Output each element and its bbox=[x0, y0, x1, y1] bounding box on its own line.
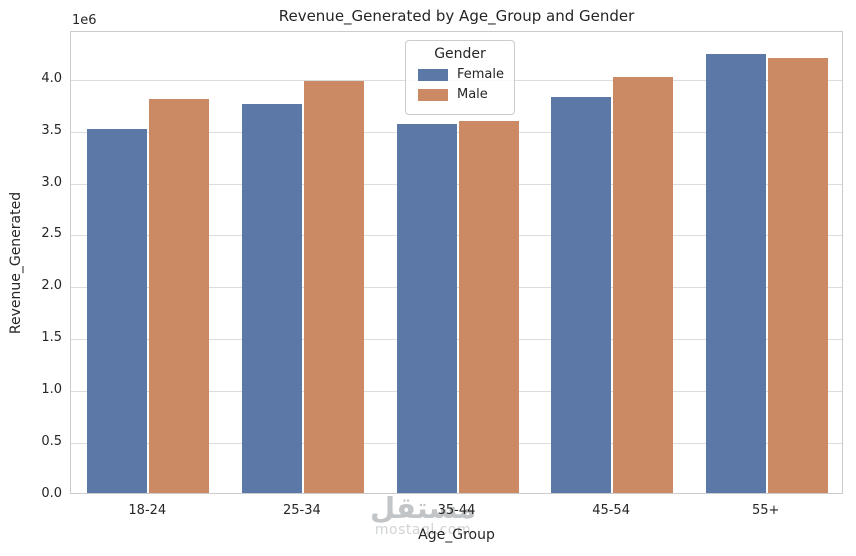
bar-female-45-54 bbox=[551, 97, 612, 493]
x-tick-label-35-44: 35-44 bbox=[437, 503, 476, 518]
y-tick-label-4.0: 4.0 bbox=[41, 70, 62, 86]
bar-female-25-34 bbox=[241, 103, 302, 493]
y-axis-label: Revenue_Generated bbox=[8, 191, 24, 335]
gridline-1500000 bbox=[71, 339, 842, 341]
bar-female-18-24 bbox=[87, 128, 148, 493]
watermark-latin-text: mostaql.com bbox=[374, 522, 472, 538]
y-tick-label-1.5: 1.5 bbox=[41, 330, 62, 346]
y-tick-label-3.0: 3.0 bbox=[41, 174, 62, 190]
legend-item-male: Male bbox=[418, 87, 504, 102]
x-tick-label-25-34: 25-34 bbox=[283, 503, 321, 518]
gridline-2500000 bbox=[71, 235, 842, 237]
watermark: مستقل mostaql.com bbox=[368, 494, 478, 538]
gridline-3000000 bbox=[71, 183, 842, 185]
y-tick-label-0.0: 0.0 bbox=[41, 486, 62, 501]
legend-title: Gender bbox=[434, 46, 486, 62]
y-tick-label-0.5: 0.5 bbox=[41, 434, 62, 450]
y-tick-label-2.5: 2.5 bbox=[41, 226, 62, 242]
watermark-arabic-text: مستقل bbox=[369, 491, 477, 525]
legend-item-female: Female bbox=[418, 67, 504, 82]
bar-male-18-24 bbox=[149, 98, 210, 493]
bar-female-35-44 bbox=[396, 124, 457, 493]
legend-swatch-female bbox=[418, 68, 448, 81]
gridline-1000000 bbox=[71, 391, 842, 393]
bar-male-35-44 bbox=[458, 121, 519, 493]
legend: Gender Female Male bbox=[405, 40, 515, 115]
x-axis-label: Age_Group bbox=[418, 527, 495, 543]
legend-label-female: Female bbox=[457, 67, 505, 82]
bar-female-55+ bbox=[705, 53, 766, 493]
gridline-500000 bbox=[71, 443, 842, 445]
x-tick-label-45-54: 45-54 bbox=[592, 503, 630, 518]
y-axis-offset-text: 1e6 bbox=[72, 13, 97, 28]
gridline-3500000 bbox=[71, 131, 842, 133]
bar-male-45-54 bbox=[613, 76, 674, 493]
chart-title: Revenue_Generated by Age_Group and Gende… bbox=[278, 7, 635, 25]
y-tick-label-1.0: 1.0 bbox=[41, 382, 62, 398]
gridline-2000000 bbox=[71, 287, 842, 289]
plot-area bbox=[70, 31, 843, 494]
bar-male-25-34 bbox=[303, 80, 364, 493]
x-tick-label-55+: 55+ bbox=[751, 503, 780, 518]
x-tick-label-18-24: 18-24 bbox=[128, 503, 167, 518]
bar-male-55+ bbox=[767, 58, 828, 493]
y-tick-label-3.5: 3.5 bbox=[41, 122, 62, 138]
legend-swatch-male bbox=[418, 88, 448, 101]
y-tick-label-2.0: 2.0 bbox=[41, 278, 62, 294]
legend-label-male: Male bbox=[457, 87, 488, 102]
